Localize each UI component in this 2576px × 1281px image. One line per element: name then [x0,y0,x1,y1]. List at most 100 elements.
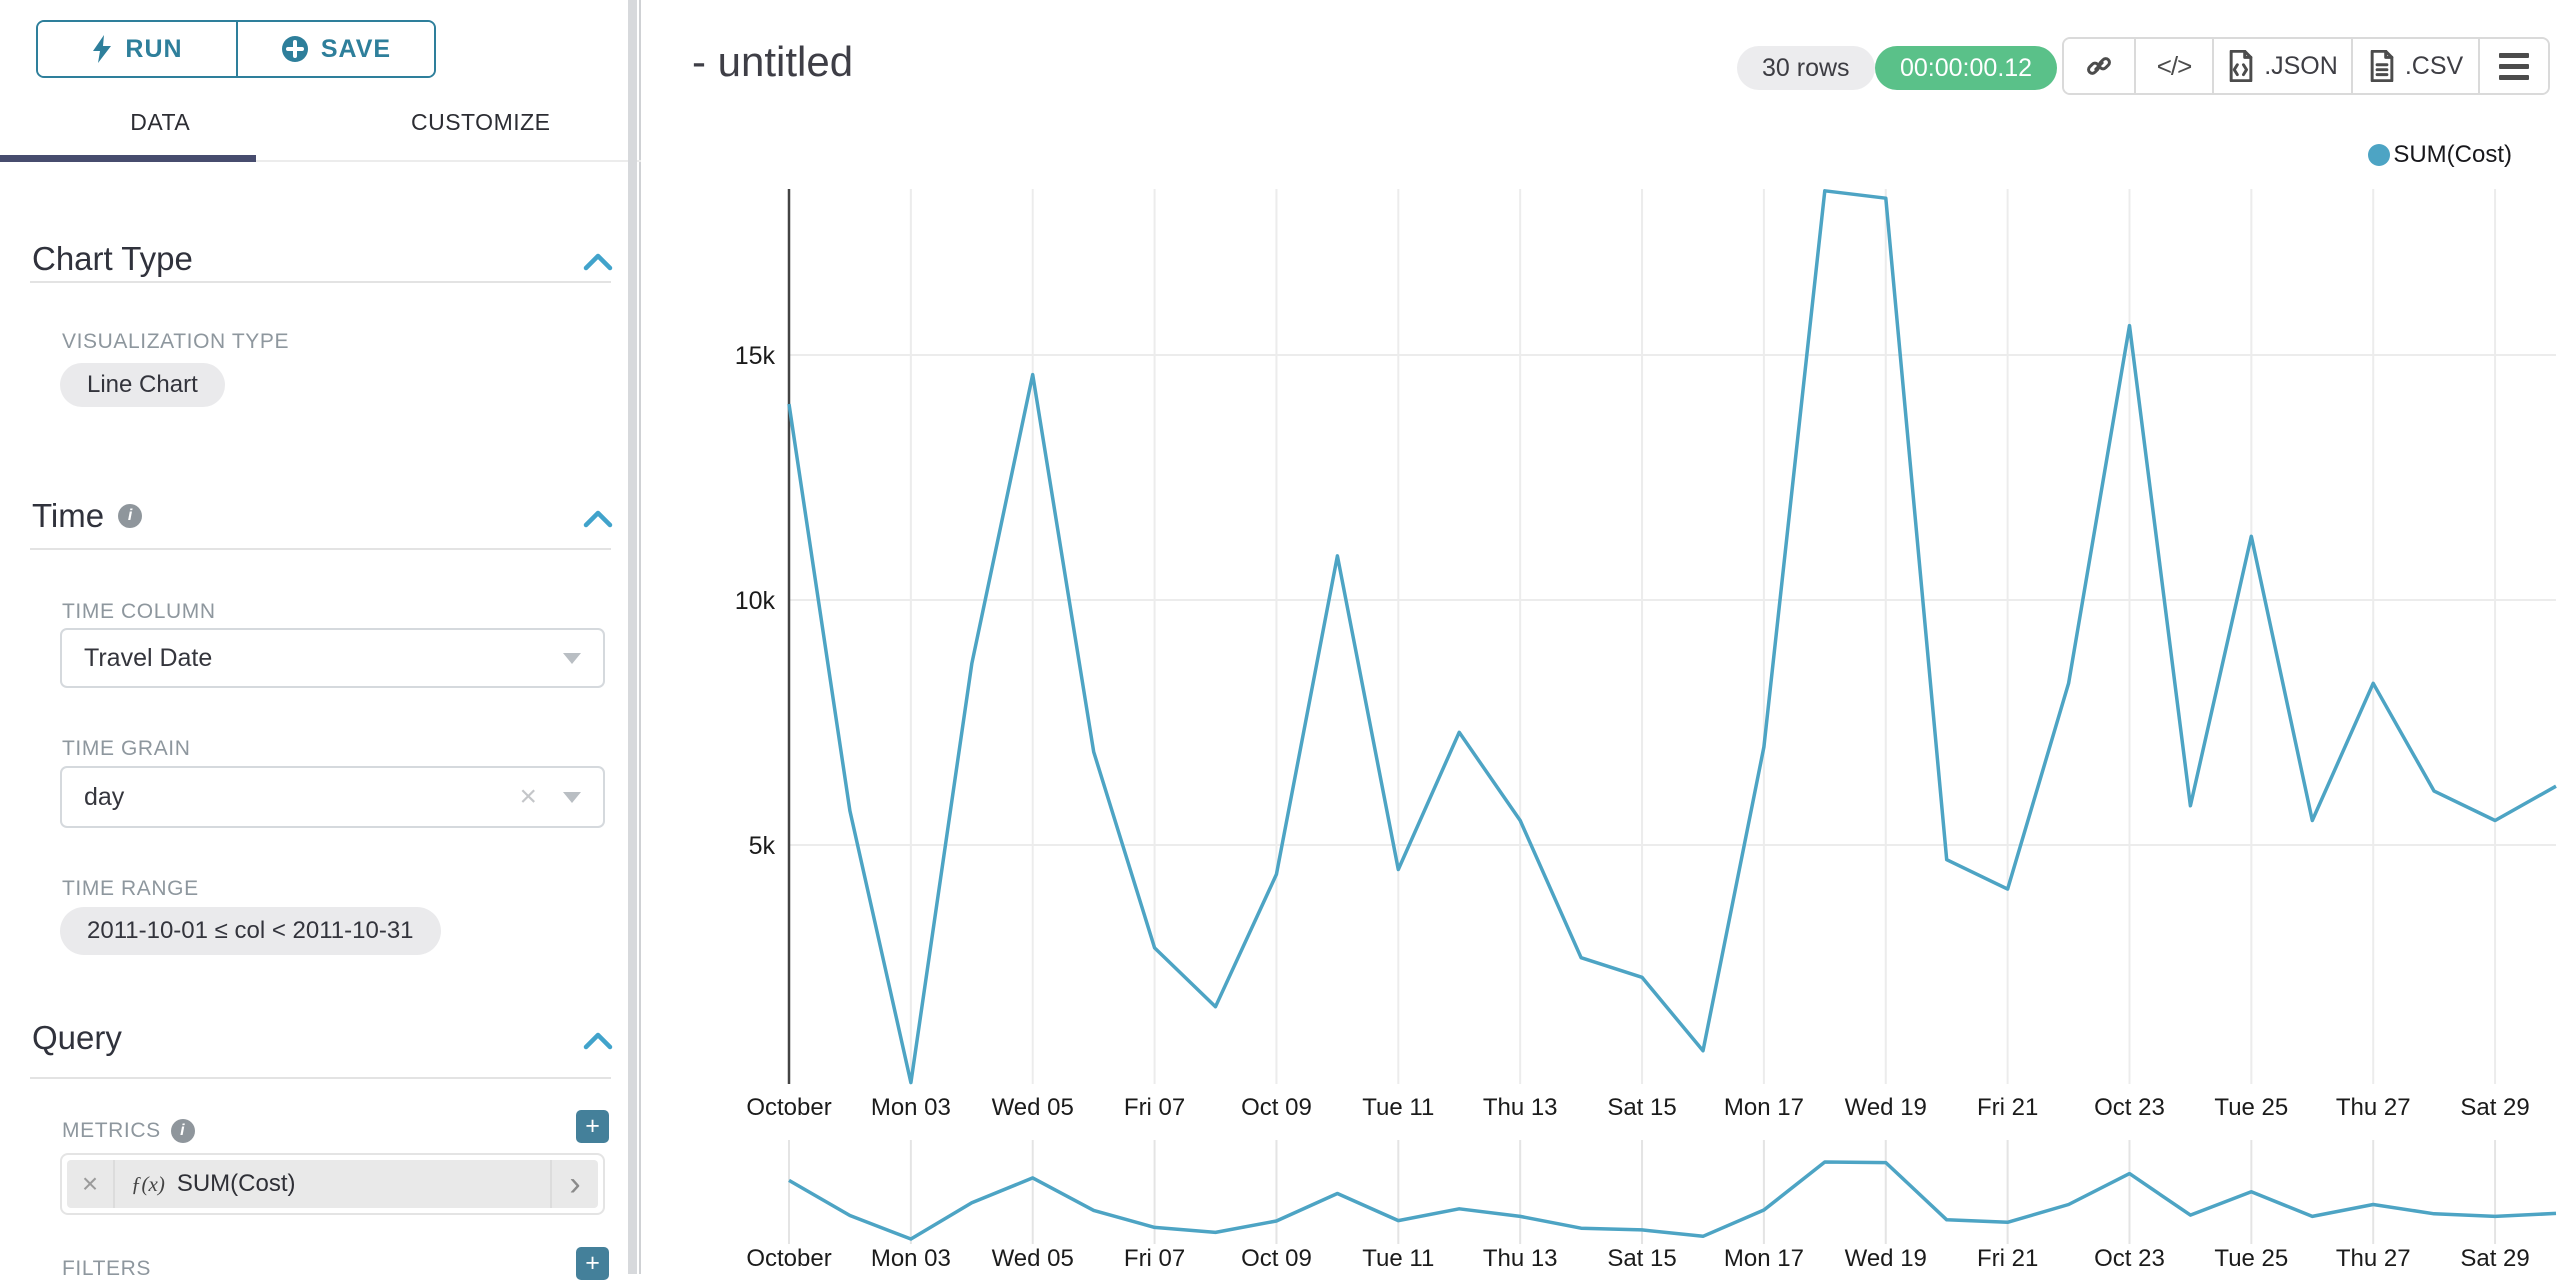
metric-label: ƒ(x) SUM(Cost) [115,1160,550,1208]
row-count-badge: 30 rows [1737,46,1875,90]
svg-text:10k: 10k [735,587,776,615]
svg-text:Thu 27: Thu 27 [2336,1094,2411,1121]
viz-type-value: Line Chart [87,371,198,398]
viz-type-value-pill[interactable]: Line Chart [60,363,225,407]
time-grain-value: day [84,782,125,811]
svg-text:Oct 09: Oct 09 [1241,1094,1312,1121]
filters-label: FILTERS [62,1257,151,1280]
svg-text:Wed 19: Wed 19 [1845,1094,1927,1121]
save-button-label: SAVE [320,34,392,63]
query-timer-badge: 00:00:00.12 [1875,46,2058,90]
embed-code-icon: </> [2156,50,2193,81]
time-range-value-pill[interactable]: 2011-10-01 ≤ col < 2011-10-31 [60,907,441,955]
time-column-value: Travel Date [84,643,213,672]
section-time-title: Time [32,497,105,534]
sidebar-scrollbar[interactable] [628,0,637,1274]
time-range-value: 2011-10-01 ≤ col < 2011-10-31 [87,917,414,944]
svg-text:Fri 21: Fri 21 [1977,1094,2038,1121]
save-button[interactable]: SAVE [236,22,434,76]
hamburger-menu-icon [2499,52,2529,80]
svg-text:Oct 23: Oct 23 [2094,1245,2165,1272]
export-json-label: .JSON [2264,51,2338,80]
svg-text:Sat 29: Sat 29 [2460,1245,2529,1272]
tab-data[interactable]: DATA [0,85,321,160]
metric-item[interactable]: × ƒ(x) SUM(Cost) › [67,1160,598,1208]
viz-type-label: VISUALIZATION TYPE [62,330,290,353]
svg-text:15k: 15k [735,342,776,370]
svg-text:Mon 03: Mon 03 [871,1245,951,1272]
metrics-label: METRICS i [62,1119,195,1143]
add-metric-button[interactable]: + [576,1110,609,1143]
svg-text:Wed 05: Wed 05 [992,1245,1074,1272]
svg-text:Fri 07: Fri 07 [1124,1094,1185,1121]
svg-text:Thu 27: Thu 27 [2336,1245,2411,1272]
section-divider [30,1077,611,1079]
view-query-button[interactable]: </> [2134,39,2212,93]
export-json-button[interactable]: .JSON [2212,39,2351,93]
svg-text:Thu 13: Thu 13 [1483,1245,1558,1272]
chart-title[interactable]: - untitled [692,38,854,85]
caret-down-icon[interactable] [563,791,581,803]
legend-series-dot [2368,144,2391,166]
svg-text:5k: 5k [749,832,776,860]
svg-text:Mon 17: Mon 17 [1724,1245,1804,1272]
lightning-icon [93,35,112,63]
chevron-up-icon[interactable] [583,509,613,529]
run-button[interactable]: RUN [38,22,236,76]
time-grain-select[interactable]: day × [60,766,605,828]
panel-tabs: DATA CUSTOMIZE [0,85,641,162]
explore-control-panel: RUN SAVE DATA CUSTOMIZE Chart Type VISUA… [0,0,641,1280]
chevron-up-icon[interactable] [583,1031,613,1051]
section-query-header[interactable]: Query [32,1019,122,1057]
active-tab-indicator [0,155,256,162]
svg-text:Tue 25: Tue 25 [2214,1094,2288,1121]
svg-text:Wed 05: Wed 05 [992,1094,1074,1121]
svg-text:October: October [746,1094,831,1121]
svg-text:Sat 29: Sat 29 [2460,1094,2529,1121]
run-button-label: RUN [125,34,183,63]
svg-text:Sat 15: Sat 15 [1607,1245,1676,1272]
section-divider [30,281,611,283]
export-csv-label: .CSV [2404,51,2464,80]
metric-control: × ƒ(x) SUM(Cost) › [60,1153,605,1215]
svg-text:Thu 13: Thu 13 [1483,1094,1558,1121]
section-time-header[interactable]: Time i [32,497,143,535]
svg-text:Oct 09: Oct 09 [1241,1245,1312,1272]
export-toolbar: </> .JSON .CSV [2062,37,2550,95]
section-chart-type-title: Chart Type [32,240,193,277]
remove-metric-x-icon[interactable]: × [67,1160,115,1208]
range-brush-mini-chart[interactable]: October Mon 03 Wed 05 Fri 07 Oct 09 Tue 11 Thu… [641,1140,2576,1274]
export-csv-button[interactable]: .CSV [2351,39,2478,93]
line-chart[interactable]: 5k 10k 15k October Mon 03 Wed 05 Fri 07 Oct 09 T… [641,130,2576,1135]
json-file-icon [2229,50,2253,82]
caret-down-icon[interactable] [563,652,581,664]
plus-circle-icon [281,36,308,62]
svg-text:Fri 07: Fri 07 [1124,1245,1185,1272]
tab-customize[interactable]: CUSTOMIZE [321,85,642,160]
add-filter-button[interactable]: + [576,1247,609,1280]
svg-text:Wed 19: Wed 19 [1845,1245,1927,1272]
svg-text:Fri 21: Fri 21 [1977,1245,2038,1272]
time-range-label: TIME RANGE [62,877,199,900]
svg-text:Mon 17: Mon 17 [1724,1094,1804,1121]
legend-series-label: SUM(Cost) [2393,141,2512,168]
svg-text:Tue 11: Tue 11 [1362,1245,1434,1272]
svg-text:October: October [746,1245,831,1272]
run-save-button-group: RUN SAVE [36,20,436,78]
time-grain-label: TIME GRAIN [62,737,191,760]
chart-menu-button[interactable] [2478,39,2548,93]
metric-value: SUM(Cost) [176,1170,296,1197]
chart-area: - untitled 30 rows 00:00:00.12 </> .JSON [643,0,2576,1274]
svg-text:Tue 25: Tue 25 [2214,1245,2288,1272]
share-link-button[interactable] [2064,39,2134,93]
time-column-select[interactable]: Travel Date [60,628,605,688]
clear-x-icon[interactable]: × [519,780,537,813]
legend-item[interactable]: SUM(Cost) [2368,141,2512,169]
section-chart-type-header[interactable]: Chart Type [32,240,193,278]
metric-expand-chevron-icon[interactable]: › [550,1160,598,1208]
fx-icon: ƒ(x) [131,1171,165,1196]
svg-text:Sat 15: Sat 15 [1607,1094,1676,1121]
tab-customize-label: CUSTOMIZE [410,109,551,135]
chevron-up-icon[interactable] [583,252,613,272]
section-divider [30,548,611,550]
